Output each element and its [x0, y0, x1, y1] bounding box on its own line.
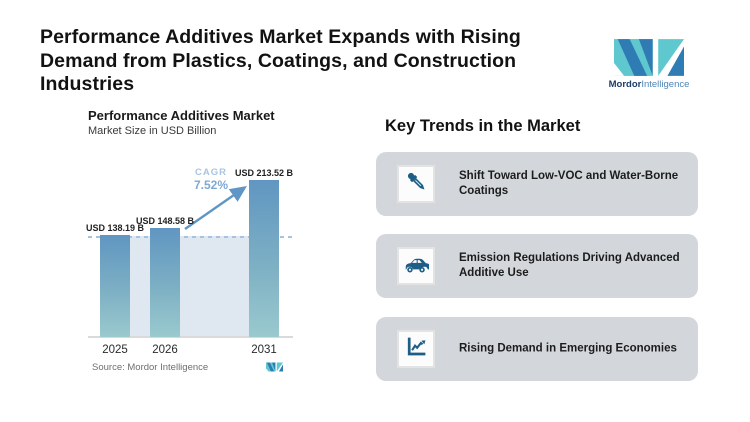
x-axis-line — [88, 336, 293, 338]
bar-2026 — [150, 227, 180, 337]
bar-value-label-2026: USD 148.58 B — [135, 215, 195, 226]
trend-card-text: Shift Toward Low-VOC and Water-Borne Coa… — [459, 170, 679, 197]
icon-tile — [397, 247, 435, 285]
x-tick-2026: 2026 — [152, 344, 178, 356]
page-title-line-3: Industries — [40, 73, 135, 95]
trends-heading: Key Trends in the Market — [385, 117, 581, 135]
trend-chart-icon — [404, 334, 429, 364]
chart-title: Performance Additives Market — [88, 108, 275, 123]
brand-name-light: Intelligence — [641, 79, 690, 90]
dropper-icon — [404, 169, 429, 199]
trend-card-text: Emission Regulations Driving Advanced Ad… — [459, 252, 680, 279]
icon-tile — [397, 330, 435, 368]
brand-name-bold: Mordor — [608, 79, 642, 90]
chart-subtitle: Market Size in USD Billion — [88, 125, 217, 137]
bar-value-label-2025: USD 138.19 B — [85, 223, 145, 234]
dashed-reference-line — [88, 236, 293, 239]
bar-chart-plot: CAGR 7.52% USD 138.19 B 2025 USD 148.58 B 2… — [85, 150, 294, 356]
trend-card-text: Rising Demand in Emerging Economies — [459, 342, 677, 355]
bar-2031 — [249, 179, 279, 337]
cagr-annotation: CAGR 7.52% — [182, 167, 240, 191]
page-title: Performance Additives Market Expands wit… — [40, 26, 521, 97]
trend-card-emissions: Emission Regulations Driving Advanced Ad… — [376, 234, 698, 298]
x-tick-2031: 2031 — [251, 344, 277, 356]
page-title-line-1: Performance Additives Market Expands wit… — [40, 26, 521, 48]
trend-card-emerging: Rising Demand in Emerging Economies — [376, 317, 698, 381]
page-title-line-2: Demand from Plastics, Coatings, and Cons… — [40, 49, 517, 72]
car-icon — [403, 251, 431, 282]
icon-tile — [397, 165, 435, 203]
bar-2025 — [100, 235, 130, 337]
x-tick-2025: 2025 — [102, 344, 128, 356]
mordor-logo-icon — [607, 39, 691, 76]
mordor-logo: MordorIntelligence — [607, 39, 691, 90]
source-note: Source: Mordor Intelligence — [92, 362, 209, 373]
cagr-label: CAGR — [195, 167, 227, 178]
trend-card-low-voc: Shift Toward Low-VOC and Water-Borne Coa… — [376, 152, 698, 216]
cagr-value: 7.52% — [193, 178, 229, 192]
brand-name: MordorIntelligence — [607, 79, 691, 90]
mordor-logo-small — [266, 360, 283, 378]
bar-value-label-2031: USD 213.52 B — [234, 167, 294, 178]
